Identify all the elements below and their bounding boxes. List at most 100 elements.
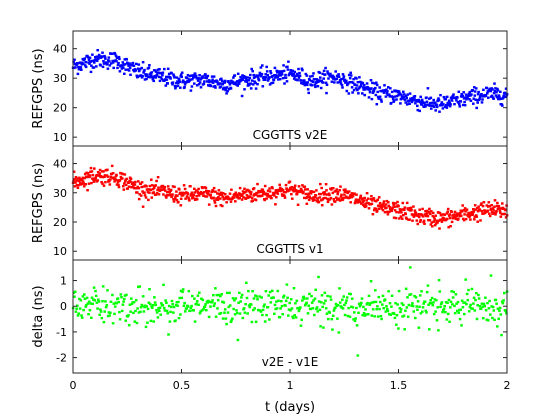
data-point bbox=[319, 76, 322, 79]
data-point bbox=[333, 81, 336, 84]
data-point bbox=[154, 76, 157, 79]
data-point bbox=[282, 296, 285, 299]
data-point bbox=[337, 331, 341, 334]
data-point bbox=[392, 203, 395, 207]
data-point bbox=[341, 73, 345, 76]
data-point bbox=[148, 64, 151, 67]
data-point bbox=[234, 200, 237, 203]
data-point bbox=[192, 74, 196, 78]
data-point bbox=[132, 311, 135, 315]
data-point bbox=[351, 81, 355, 84]
data-point bbox=[177, 316, 181, 320]
data-point bbox=[175, 301, 179, 304]
data-point bbox=[232, 307, 235, 311]
data-point bbox=[219, 197, 222, 200]
data-point bbox=[163, 309, 167, 312]
data-point bbox=[428, 97, 431, 100]
data-point bbox=[136, 307, 139, 310]
data-point bbox=[439, 302, 443, 306]
data-point bbox=[359, 194, 363, 197]
data-point bbox=[227, 80, 230, 83]
data-point bbox=[136, 191, 139, 194]
data-point bbox=[288, 180, 292, 183]
data-point bbox=[436, 306, 439, 309]
data-point bbox=[404, 94, 408, 98]
data-point bbox=[151, 306, 154, 309]
data-point bbox=[284, 76, 288, 79]
data-point bbox=[214, 190, 217, 193]
data-point bbox=[179, 197, 183, 200]
data-point bbox=[263, 320, 267, 323]
data-point bbox=[405, 201, 409, 205]
data-point bbox=[263, 198, 267, 202]
data-point bbox=[178, 80, 182, 83]
data-point bbox=[174, 319, 177, 322]
data-point bbox=[497, 204, 501, 208]
data-point bbox=[219, 294, 222, 298]
data-point bbox=[359, 84, 363, 88]
data-point bbox=[292, 287, 296, 290]
data-point bbox=[84, 305, 87, 308]
data-point bbox=[336, 317, 339, 320]
data-point bbox=[373, 82, 377, 85]
data-point bbox=[372, 300, 376, 304]
data-point bbox=[471, 212, 475, 216]
data-point bbox=[250, 79, 254, 82]
data-point bbox=[280, 187, 283, 191]
data-point bbox=[81, 179, 84, 182]
data-point bbox=[477, 293, 480, 297]
data-point bbox=[265, 70, 269, 73]
data-point bbox=[497, 317, 500, 320]
data-point bbox=[355, 193, 358, 196]
data-point bbox=[132, 301, 136, 304]
data-point bbox=[391, 97, 395, 101]
data-point bbox=[204, 303, 207, 306]
data-point bbox=[343, 313, 347, 317]
data-point bbox=[254, 320, 258, 323]
data-point bbox=[343, 190, 347, 193]
data-point bbox=[468, 90, 472, 94]
data-point bbox=[123, 72, 126, 75]
data-point bbox=[228, 83, 232, 86]
data-point bbox=[353, 192, 356, 195]
data-point bbox=[272, 191, 275, 195]
data-point bbox=[138, 193, 141, 196]
data-point bbox=[210, 80, 213, 83]
data-point bbox=[83, 176, 86, 180]
data-point bbox=[498, 306, 502, 310]
data-point bbox=[476, 304, 479, 307]
data-point bbox=[356, 354, 360, 357]
data-point bbox=[159, 313, 162, 316]
data-point bbox=[386, 210, 389, 213]
data-point bbox=[275, 307, 279, 310]
data-point bbox=[397, 94, 400, 97]
data-point bbox=[306, 88, 310, 91]
data-point bbox=[132, 64, 136, 67]
data-point bbox=[445, 212, 449, 215]
data-point bbox=[321, 198, 324, 201]
data-point bbox=[120, 309, 124, 313]
data-point bbox=[447, 298, 451, 302]
data-point bbox=[312, 299, 315, 302]
data-point bbox=[364, 308, 367, 311]
data-point bbox=[442, 213, 445, 216]
data-point bbox=[168, 76, 172, 79]
data-point bbox=[453, 103, 456, 106]
data-point bbox=[207, 203, 211, 206]
data-point bbox=[108, 314, 111, 317]
data-point bbox=[135, 321, 139, 325]
data-point bbox=[464, 278, 467, 281]
data-point bbox=[327, 198, 330, 202]
data-point bbox=[485, 86, 489, 90]
y-axis-label-v1: REFGPS (ns) bbox=[31, 163, 46, 243]
data-point bbox=[476, 101, 479, 104]
data-point bbox=[357, 302, 361, 305]
data-point bbox=[389, 313, 392, 316]
data-point bbox=[121, 61, 125, 64]
data-point bbox=[418, 208, 421, 211]
data-point bbox=[281, 70, 284, 73]
data-point bbox=[250, 67, 253, 71]
data-point bbox=[343, 193, 346, 196]
data-point bbox=[465, 98, 468, 101]
data-point bbox=[256, 195, 260, 198]
